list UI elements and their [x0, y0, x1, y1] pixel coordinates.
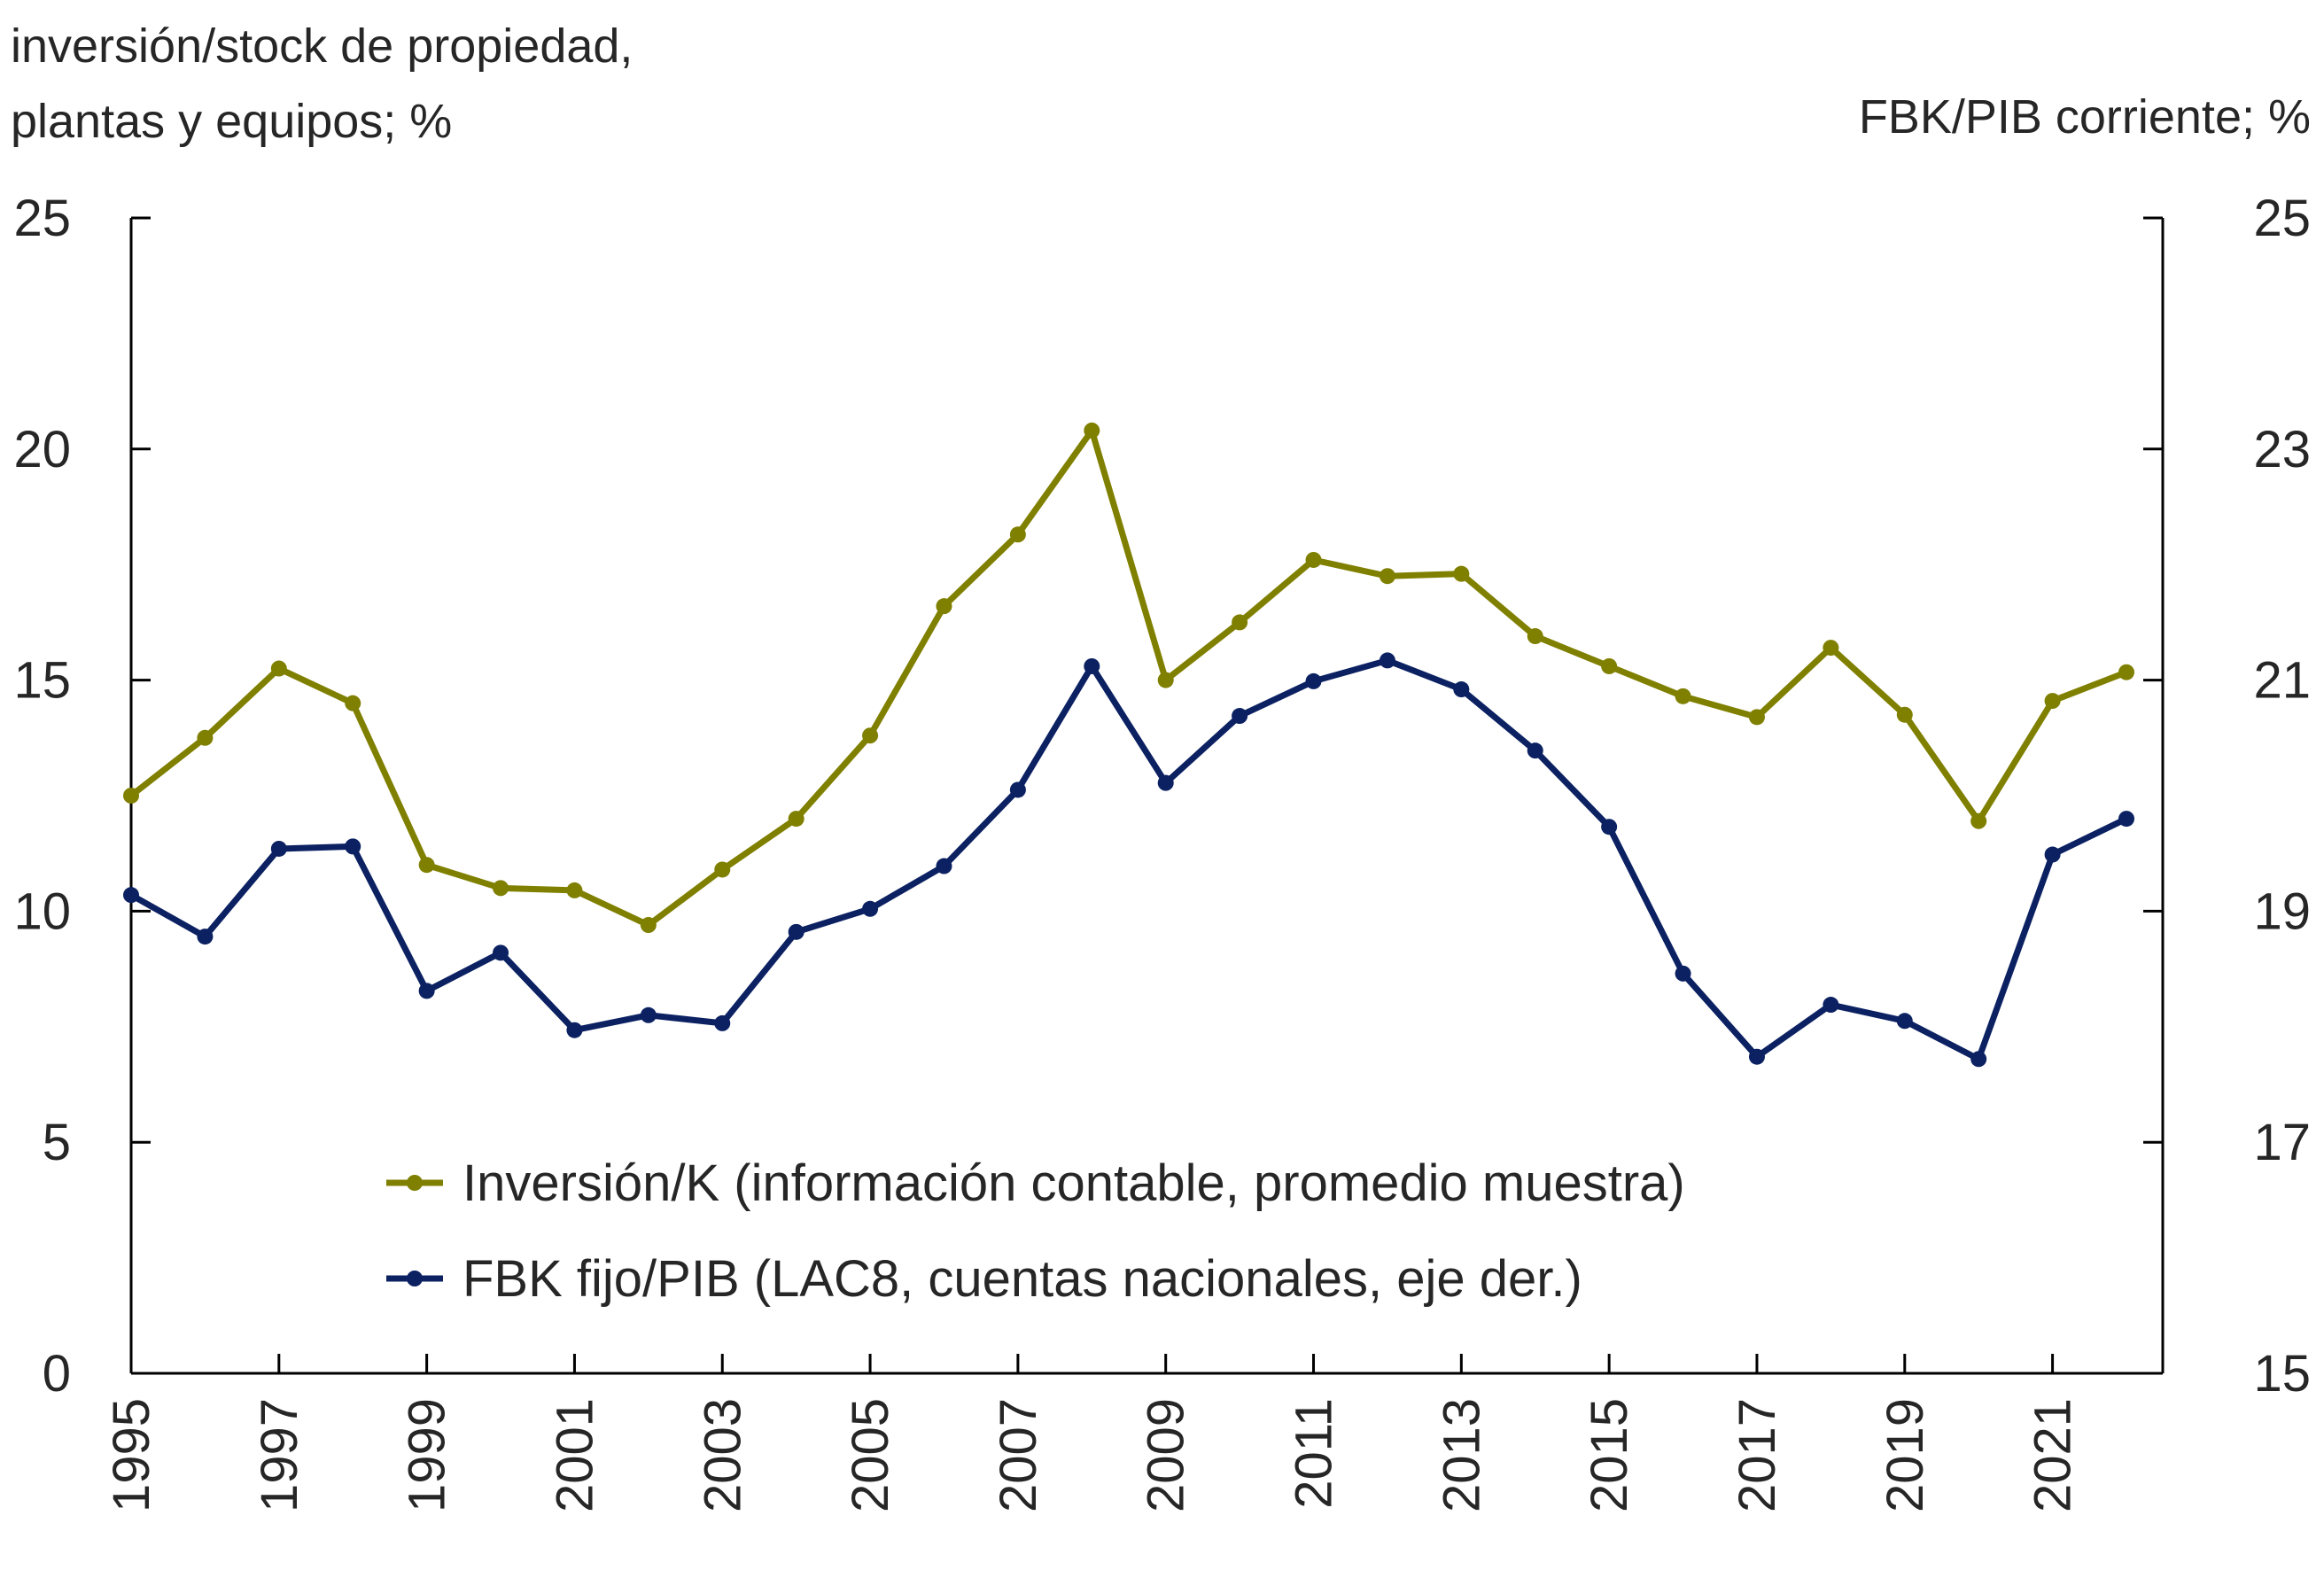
data-point	[2118, 664, 2134, 680]
x-tick-label: 2011	[1286, 1398, 1343, 1509]
x-tick-label: 2015	[1581, 1398, 1638, 1512]
data-point	[1601, 657, 1618, 674]
x-tick-label: 2001	[546, 1398, 603, 1512]
data-point	[1084, 657, 1100, 674]
data-point	[1823, 997, 1839, 1014]
x-tick-label: 1999	[399, 1398, 456, 1512]
series-line	[129, 657, 2128, 1062]
data-point	[1748, 709, 1765, 726]
data-point	[1009, 526, 1026, 543]
data-point	[1527, 628, 1543, 645]
data-point	[1970, 1051, 1987, 1068]
data-point	[1305, 551, 1322, 568]
series-inversion-k	[123, 422, 2134, 934]
legend-item: FBK fijo/PIB (LAC8, cuentas nacionales, …	[386, 1250, 1582, 1308]
data-point	[345, 838, 361, 855]
data-point	[1379, 652, 1395, 669]
data-point	[197, 929, 214, 945]
left-tick-label: 5	[43, 1114, 71, 1171]
data-point	[1379, 568, 1395, 585]
data-point	[936, 598, 952, 615]
x-tick-label: 2021	[2025, 1398, 2082, 1512]
legend-item: Inversión/K (información contable, prome…	[386, 1154, 1685, 1212]
x-tick-label: 2009	[1138, 1398, 1195, 1512]
data-point	[2044, 693, 2061, 710]
data-point	[1157, 672, 1174, 688]
series-fbk-fijo-pib	[123, 652, 2134, 1068]
data-point	[1232, 614, 1248, 631]
data-point	[270, 840, 287, 857]
legend-label: Inversión/K (información contable, prome…	[462, 1154, 1685, 1212]
left-tick-label: 25	[13, 190, 71, 247]
data-point	[1748, 1048, 1765, 1065]
x-tick-label: 2017	[1729, 1398, 1786, 1512]
legend-label: FBK fijo/PIB (LAC8, cuentas nacionales, …	[462, 1250, 1582, 1308]
data-point	[418, 983, 435, 999]
left-tick-label: 15	[13, 652, 71, 710]
data-point	[1601, 819, 1618, 836]
legend-point-marker	[407, 1271, 423, 1286]
data-point	[2044, 846, 2061, 863]
data-point	[862, 727, 879, 744]
left-tick-label: 10	[13, 882, 71, 940]
data-point	[418, 857, 435, 874]
data-point	[714, 1014, 731, 1031]
right-tick-label: 19	[2253, 882, 2311, 940]
data-point	[1896, 1013, 1913, 1030]
data-point	[1232, 708, 1248, 725]
right-tick-label: 15	[2253, 1345, 2311, 1403]
x-tick-label: 2007	[990, 1398, 1047, 1512]
data-point	[2118, 811, 2134, 828]
data-point	[640, 917, 657, 934]
series-line	[128, 427, 2128, 929]
data-point	[566, 882, 583, 898]
data-point	[1453, 681, 1470, 698]
data-point	[493, 944, 509, 961]
data-point	[1305, 672, 1322, 689]
data-point	[1970, 812, 1987, 829]
right-tick-label: 21	[2253, 652, 2311, 710]
legend-point-marker	[407, 1175, 423, 1191]
x-tick-label: 2019	[1877, 1398, 1934, 1512]
x-tick-label: 2013	[1433, 1398, 1490, 1512]
data-point	[788, 923, 804, 940]
data-point	[123, 788, 139, 804]
left-axis-title-line-2: plantas y equipos; %	[11, 95, 452, 148]
data-point	[123, 887, 139, 904]
left-tick-label: 0	[43, 1345, 71, 1403]
data-point	[1453, 565, 1470, 582]
data-point	[640, 1007, 657, 1023]
data-point	[788, 811, 804, 828]
data-point	[270, 660, 287, 677]
data-point	[936, 858, 952, 874]
right-tick-label: 17	[2253, 1114, 2311, 1171]
right-tick-label: 25	[2253, 190, 2311, 247]
data-point	[1823, 640, 1839, 657]
data-point	[1527, 742, 1543, 759]
data-point	[862, 900, 879, 917]
data-point	[197, 729, 214, 746]
data-point	[493, 880, 509, 897]
data-point	[1157, 774, 1174, 791]
x-tick-label: 1997	[251, 1398, 308, 1512]
data-point	[714, 861, 731, 878]
right-axis-title: FBK/PIB corriente; %	[1859, 90, 2311, 144]
left-axis-title-line-1: inversión/stock de propiedad,	[11, 19, 633, 73]
data-point	[1009, 781, 1026, 798]
x-tick-label: 1995	[103, 1398, 160, 1512]
data-point	[345, 695, 361, 711]
data-point	[1675, 688, 1691, 704]
x-tick-label: 2003	[694, 1398, 751, 1512]
right-tick-label: 23	[2253, 421, 2311, 478]
data-point	[1084, 422, 1100, 439]
left-tick-label: 20	[13, 421, 71, 478]
x-tick-label: 2005	[842, 1398, 899, 1512]
data-point	[1675, 965, 1691, 982]
data-point	[566, 1022, 583, 1038]
data-point	[1896, 706, 1913, 723]
